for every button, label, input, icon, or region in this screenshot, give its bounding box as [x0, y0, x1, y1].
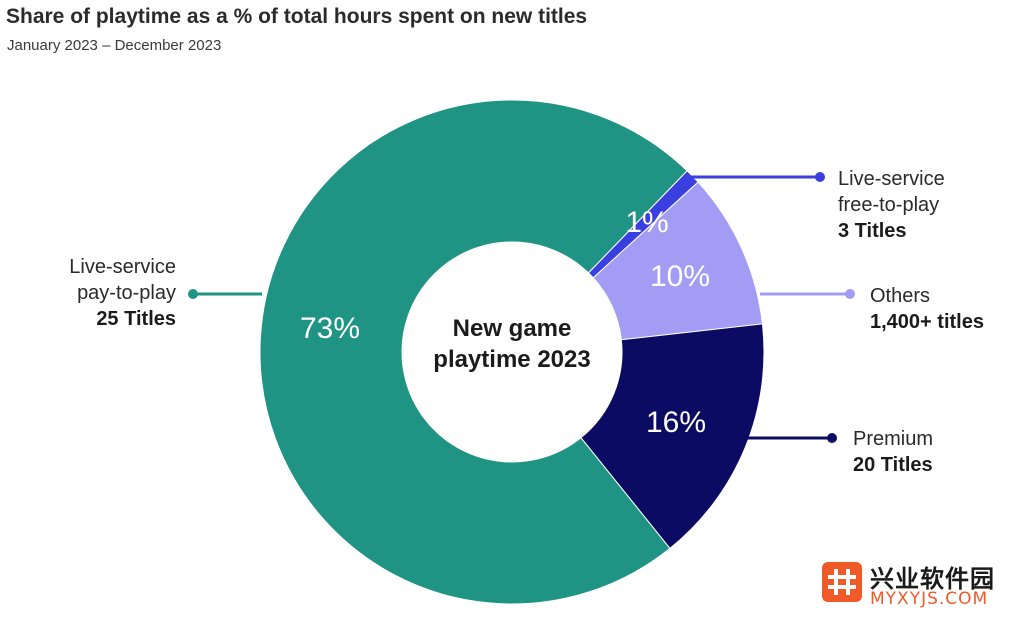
chart-subtitle: January 2023 – December 2023: [7, 37, 222, 54]
slice-label-live-service-free-to-play: 1%: [625, 206, 668, 239]
slice-label-premium: 16%: [646, 406, 706, 439]
slice-labels: 1% 10% 16% 73%: [300, 206, 710, 439]
legend-others-count: 1,400+ titles: [870, 311, 984, 333]
watermark-domain: MYXYJS.COM: [870, 589, 989, 609]
leader-dot-live-service-pay-to-play: [188, 289, 198, 299]
slice-label-live-service-pay-to-play: 73%: [300, 312, 360, 345]
watermark: 兴业软件园 MYXYJS.COM: [808, 545, 1024, 619]
legend-pay-to-play-line-2: pay-to-play: [77, 282, 176, 304]
center-label-line-1: New game: [453, 315, 572, 342]
watermark-name: 兴业软件园: [870, 565, 995, 593]
legend-premium-line-1: Premium: [853, 428, 934, 450]
leader-dot-live-service-free-to-play: [815, 172, 825, 182]
donut-slices: [259, 99, 765, 605]
donut-hole: [402, 242, 622, 462]
legend-free-to-play-line-2: free-to-play: [838, 194, 940, 216]
legend-free-to-play-count: 3 Titles: [838, 220, 907, 242]
legend-premium: Premium 20 Titles: [853, 426, 933, 478]
legend-pay-to-play: Live-service pay-to-play 25 Titles: [20, 254, 176, 332]
leader-dot-premium: [827, 433, 837, 443]
legend-others-line-1: Others: [870, 285, 931, 307]
slice-label-others: 10%: [650, 260, 710, 293]
watermark-logo-icon: [822, 562, 862, 602]
legend-leaders: [188, 172, 855, 443]
legend-premium-count: 20 Titles: [853, 454, 933, 476]
chart-title: Share of playtime as a % of total hours …: [6, 5, 588, 28]
legend-pay-to-play-line-1: Live-service: [69, 256, 176, 278]
legend-pay-to-play-count: 25 Titles: [96, 308, 176, 330]
leader-dot-others: [845, 289, 855, 299]
legend-free-to-play: Live-service free-to-play 3 Titles: [838, 166, 945, 244]
legend-others: Others 1,400+ titles: [870, 283, 984, 335]
legend-free-to-play-line-1: Live-service: [838, 168, 945, 190]
center-label-line-2: playtime 2023: [433, 346, 590, 373]
